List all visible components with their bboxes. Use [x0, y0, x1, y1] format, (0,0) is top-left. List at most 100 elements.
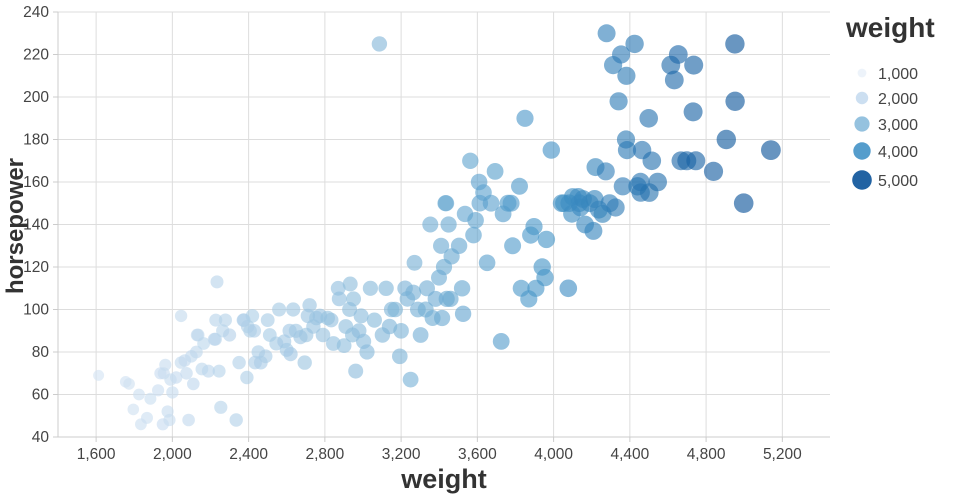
data-point	[617, 66, 636, 85]
data-point	[467, 212, 484, 229]
x-tick-label: 4,800	[687, 446, 726, 463]
x-tick-label: 4,400	[610, 446, 649, 463]
data-point	[187, 377, 200, 391]
data-point	[761, 140, 781, 161]
data-point	[597, 24, 616, 43]
data-point	[366, 312, 382, 328]
data-point	[668, 45, 688, 64]
x-tick-label: 3,600	[458, 446, 497, 463]
data-point	[323, 312, 339, 328]
data-point	[703, 161, 724, 181]
x-tick-label: 4,000	[534, 446, 573, 463]
y-tick-label: 220	[23, 47, 49, 64]
data-point	[612, 45, 631, 64]
data-point	[170, 371, 183, 384]
data-point	[336, 338, 352, 353]
data-point	[214, 400, 228, 414]
data-point	[725, 91, 745, 112]
data-point	[260, 313, 275, 327]
y-tick-label: 100	[23, 302, 49, 319]
data-point	[190, 345, 203, 359]
data-point	[465, 226, 482, 244]
axes	[53, 11, 830, 442]
data-point	[584, 221, 603, 240]
data-point	[405, 284, 422, 301]
data-point	[362, 280, 378, 296]
x-tick-label: 2,400	[229, 446, 268, 463]
y-tick-label: 180	[23, 132, 49, 149]
data-point	[504, 237, 522, 255]
data-point	[123, 378, 135, 390]
data-point	[438, 195, 455, 212]
data-point	[486, 163, 504, 180]
data-point	[283, 347, 298, 362]
y-tick-label: 240	[23, 4, 49, 21]
x-tick-label: 3,200	[382, 446, 421, 463]
y-tick-label: 120	[23, 259, 49, 276]
data-point	[454, 305, 472, 322]
data-point	[133, 388, 145, 401]
legend-entry-label: 5,000	[878, 173, 918, 190]
data-point	[163, 413, 176, 427]
legend-title: weight	[846, 12, 935, 43]
data-point	[212, 364, 226, 378]
x-tick-label: 2,800	[305, 446, 344, 463]
data-point	[180, 367, 193, 380]
data-point	[617, 141, 637, 160]
data-point	[229, 413, 243, 427]
data-point	[348, 363, 364, 379]
data-point	[433, 237, 450, 254]
x-tick-label: 5,200	[763, 446, 802, 463]
x-tick-label: 2,000	[153, 446, 192, 463]
data-point	[208, 332, 222, 346]
data-point	[210, 275, 224, 289]
legend-entry-label: 4,000	[878, 144, 918, 161]
data-point	[686, 151, 706, 171]
legend-symbol	[854, 116, 870, 132]
data-point	[232, 355, 246, 370]
legend-entry-label: 2,000	[878, 91, 918, 108]
legend-symbol	[857, 68, 867, 78]
data-point	[330, 280, 346, 296]
legend-entry-label: 1,000	[878, 66, 918, 83]
data-point	[201, 364, 215, 378]
data-point	[684, 55, 704, 75]
data-point	[525, 218, 543, 236]
data-point	[297, 355, 312, 370]
legend-entry-label: 3,000	[878, 117, 918, 134]
data-point	[392, 348, 408, 365]
data-point	[412, 327, 429, 343]
data-point	[247, 324, 262, 338]
data-point	[596, 162, 615, 181]
data-point	[642, 151, 662, 171]
data-point	[482, 194, 500, 212]
data-point	[371, 36, 388, 52]
data-point	[387, 301, 404, 318]
data-point	[353, 308, 369, 324]
data-point	[182, 413, 195, 427]
data-point	[393, 323, 409, 339]
y-axis-title: horsepower	[2, 157, 29, 295]
data-point	[406, 254, 423, 271]
data-point	[240, 370, 254, 385]
data-point	[542, 141, 560, 159]
data-point	[434, 309, 451, 327]
data-point	[272, 302, 287, 317]
data-point	[516, 109, 534, 127]
data-point	[346, 291, 361, 307]
data-point	[683, 102, 703, 122]
data-point	[342, 276, 358, 292]
data-point	[93, 369, 105, 381]
tick-labels: 1,600 2,000 2,400 2,800 3,200 3,600 4,000 4,400…	[23, 4, 802, 463]
data-point	[606, 198, 625, 217]
data-point	[286, 302, 301, 317]
x-tick-label: 1,600	[77, 446, 116, 463]
y-tick-label: 60	[32, 387, 50, 404]
data-point	[559, 279, 578, 298]
y-tick-label: 140	[23, 217, 49, 234]
data-point	[725, 34, 745, 54]
y-tick-label: 80	[32, 344, 50, 361]
data-point	[152, 384, 165, 397]
data-point	[258, 349, 273, 364]
